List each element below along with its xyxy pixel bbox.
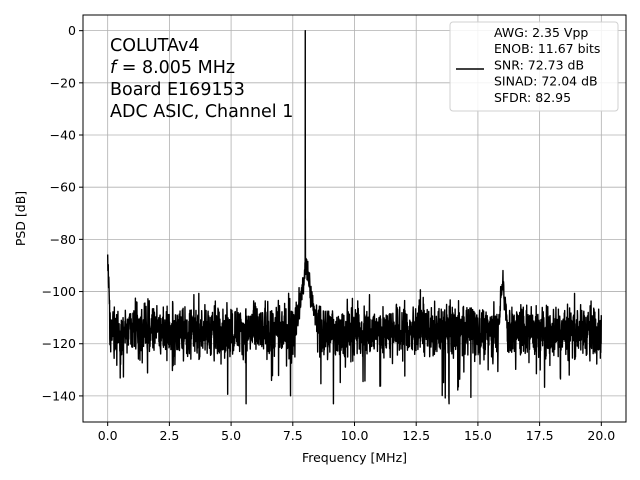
y-tick-label: −40 — [50, 128, 76, 143]
grid-lines — [83, 15, 626, 422]
annotation-line: f = 8.005 MHz — [110, 58, 235, 78]
y-tick-label: −100 — [42, 284, 76, 299]
x-tick-label: 2.5 — [159, 428, 179, 443]
x-axis-label: Frequency [MHz] — [302, 450, 407, 465]
x-tick-label: 10.0 — [341, 428, 369, 443]
x-tick-label: 20.0 — [587, 428, 615, 443]
annotation-line: Board E169153 — [110, 80, 245, 100]
x-tick-label: 7.5 — [283, 428, 303, 443]
annotation-italic: f — [110, 58, 119, 78]
x-axis-ticks: 0.0 2.5 5.0 7.5 10.0 12.5 15.0 17.5 20.0 — [98, 422, 615, 443]
legend-entry: ENOB: 11.67 bits — [494, 41, 600, 56]
legend-entry: SINAD: 72.04 dB — [494, 74, 598, 89]
annotation-text: Board E169153 — [110, 80, 245, 100]
legend-entry: SNR: 72.73 dB — [494, 57, 584, 72]
y-tick-label: −20 — [50, 75, 76, 90]
x-tick-label: 17.5 — [526, 428, 554, 443]
annotation-text: = 8.005 MHz — [116, 58, 235, 78]
y-tick-label: −140 — [42, 388, 76, 403]
y-tick-label: −60 — [50, 180, 76, 195]
y-tick-label: 0 — [68, 23, 76, 38]
y-tick-label: −120 — [42, 336, 76, 351]
legend-entry: AWG: 2.35 Vpp — [494, 25, 588, 40]
annotation-text: COLUTAv4 — [110, 36, 199, 56]
legend-box — [449, 21, 619, 112]
y-axis-label: PSD [dB] — [13, 191, 28, 246]
annotation-line: ADC ASIC, Channel 1 — [110, 102, 293, 122]
y-tick-label: −80 — [50, 232, 76, 247]
annotation-line: COLUTAv4 — [110, 36, 199, 56]
legend-entry: SFDR: 82.95 — [494, 90, 571, 105]
annotation-text: ADC ASIC, Channel 1 — [110, 102, 293, 122]
psd-line — [106, 29, 603, 405]
series-psd — [106, 29, 603, 405]
y-axis-ticks: 0 −20 −40 −60 −80 −100 −120 −140 — [42, 23, 83, 403]
x-tick-label: 15.0 — [464, 428, 492, 443]
x-tick-label: 12.5 — [402, 428, 430, 443]
x-tick-label: 5.0 — [221, 428, 241, 443]
x-tick-label: 0.0 — [98, 428, 118, 443]
